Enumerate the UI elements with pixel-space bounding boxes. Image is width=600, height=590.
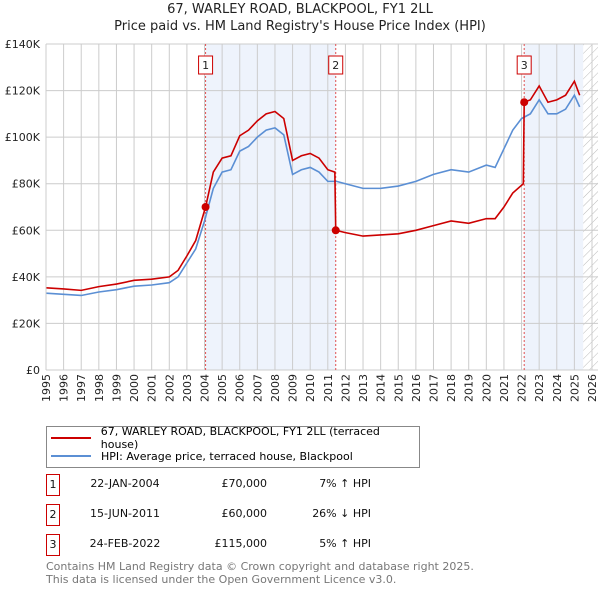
sale-number: 2 [46,504,60,526]
sale-marker-number: 1 [202,59,209,72]
shaded-ownership-period [205,44,336,370]
x-tick-label: 2018 [445,374,458,402]
legend-swatch-blue [51,455,91,457]
x-tick-label: 2005 [216,374,229,402]
x-tick-label: 2002 [163,374,176,402]
sale-number: 3 [46,534,60,556]
x-tick-label: 1996 [58,374,71,402]
x-tick-label: 2011 [322,374,335,402]
x-tick-label: 2016 [410,374,423,402]
sale-marker-number: 3 [521,59,528,72]
y-tick-label: £40K [12,271,41,284]
x-tick-label: 2004 [199,374,212,402]
sale-date: 24-FEB-2022 [89,537,161,550]
chart-title: 67, WARLEY ROAD, BLACKPOOL, FY1 2LL [167,2,433,17]
sale-row: 2 15-JUN-2011 £60,000 26% ↓ HPI [46,504,376,526]
y-tick-label: £140K [5,38,41,51]
sale-price: £115,000 [214,537,268,550]
y-tick-label: £120K [5,85,41,98]
legend-label: 67, WARLEY ROAD, BLACKPOOL, FY1 2LL (ter… [100,425,380,451]
y-tick-label: £60K [12,224,41,237]
x-tick-label: 2025 [568,374,581,402]
sale-date: 22-JAN-2004 [90,477,160,490]
y-tick-label: £80K [12,178,41,191]
x-tick-label: 2013 [357,374,370,402]
y-tick-label: £100K [5,131,41,144]
sale-number: 1 [46,474,60,496]
footer-copyright: Contains HM Land Registry data © Crown c… [46,560,474,573]
sale-row: 3 24-FEB-2022 £115,000 5% ↑ HPI [46,534,376,556]
legend-item-property: 67, WARLEY ROAD, BLACKPOOL, FY1 2LL (ter… [51,425,419,451]
x-tick-label: 2022 [516,374,529,402]
x-tick-label: 2019 [463,374,476,402]
x-tick-label: 1999 [110,374,123,402]
footer-licence: This data is licensed under the Open Gov… [46,573,397,586]
sale-hpi-diff: 26% ↓ HPI [312,507,371,520]
x-tick-label: 2000 [128,374,141,402]
x-tick-label: 2017 [427,374,440,402]
sale-marker-number: 2 [332,59,339,72]
legend: 67, WARLEY ROAD, BLACKPOOL, FY1 2LL (ter… [46,425,420,468]
sale-price: £60,000 [221,507,268,520]
x-tick-label: 2008 [269,374,282,402]
sale-hpi-diff: 7% ↑ HPI [319,477,371,490]
x-tick-label: 2015 [392,374,405,402]
future-hatch [583,44,598,370]
legend-swatch-red [51,437,91,439]
x-tick-label: 2009 [287,374,300,402]
sale-point [331,226,340,235]
sale-date: 15-JUN-2011 [89,507,161,520]
x-tick-label: 2007 [251,374,264,402]
x-tick-label: 2014 [375,374,388,402]
sale-hpi-diff: 5% ↑ HPI [319,537,371,550]
x-tick-label: 2012 [339,374,352,402]
x-tick-label: 2001 [146,374,159,402]
sale-point [520,98,529,107]
x-tick-label: 1997 [75,374,88,402]
sale-marker-box [516,55,532,75]
chart-subtitle: Price paid vs. HM Land Registry's House … [114,19,486,34]
plot-area: 1995 1996 1997 1998 1999 2000 2001 2002 2003 2004… [5,38,599,402]
x-tick-label: 2026 [586,374,599,402]
x-tick-label: 2003 [181,374,194,402]
legend-item-hpi: HPI: Average price, terraced house, Blac… [51,448,353,464]
x-tick-label: 2020 [480,374,493,402]
x-tick-label: 2021 [498,374,511,402]
hpi-line [45,93,581,297]
sale-marker-box [198,55,214,75]
property-price-line [45,79,581,292]
x-tick-label: 2023 [533,374,546,402]
sale-point [201,203,210,211]
x-tick-label: 2006 [234,374,247,402]
x-tick-label: 1995 [40,374,53,402]
x-tick-label: 2010 [304,374,317,402]
legend-label: HPI: Average price, terraced house, Blac… [101,449,353,463]
sale-price: £70,000 [221,477,268,490]
y-tick-label: £0 [26,364,40,377]
sale-marker-box [328,55,344,75]
sale-row: 1 22-JAN-2004 £70,000 7% ↑ HPI [46,474,376,496]
y-tick-label: £20K [12,317,41,330]
x-tick-label: 1998 [93,374,106,402]
x-tick-label: 2024 [551,374,564,402]
